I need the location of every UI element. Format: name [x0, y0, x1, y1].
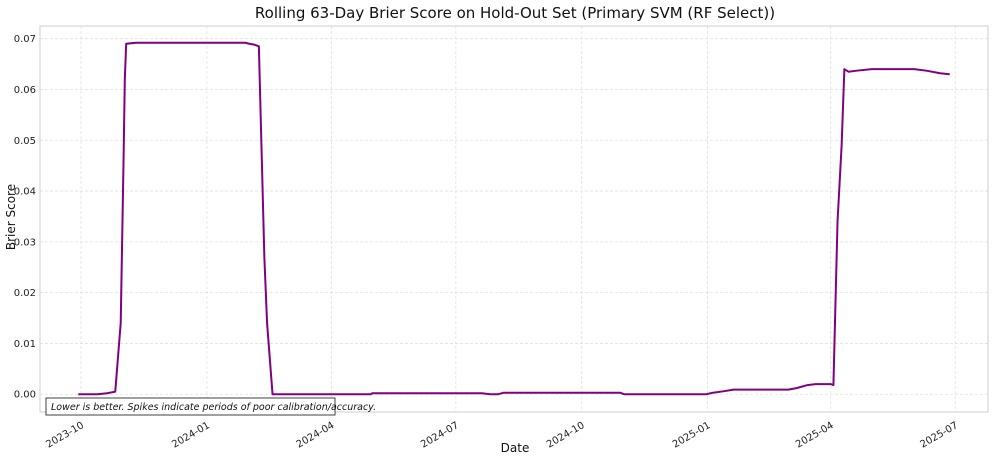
- series-group: [78, 41, 950, 396]
- y-tick-labels: 0.00 0.01 0.02 0.03 0.04 0.05 0.06 0.07: [14, 34, 36, 401]
- annotation-box: Lower is better. Spikes indicate periods…: [45, 397, 376, 416]
- annotation-frame: [45, 397, 336, 416]
- y-tick-label-0: 0.00: [14, 390, 36, 401]
- series-line-0: [78, 41, 950, 396]
- chart-title: Rolling 63-Day Brier Score on Hold-Out S…: [255, 4, 775, 22]
- grid-lines: [40, 26, 988, 412]
- y-tick-label-7: 0.07: [14, 34, 36, 45]
- y-tick-label-2: 0.02: [14, 288, 36, 299]
- y-axis-label: Brier Score: [4, 184, 18, 250]
- y-tick-label-5: 0.05: [14, 136, 36, 147]
- plot-frame: [39, 25, 989, 413]
- y-tick-label-4: 0.04: [14, 187, 36, 198]
- annotation-text: Lower is better. Spikes indicate periods…: [51, 402, 376, 413]
- y-tick-label-3: 0.03: [14, 237, 36, 248]
- y-tick-label-1: 0.01: [14, 339, 36, 350]
- x-axis-label: Date: [501, 441, 530, 455]
- y-tick-label-6: 0.06: [14, 85, 36, 96]
